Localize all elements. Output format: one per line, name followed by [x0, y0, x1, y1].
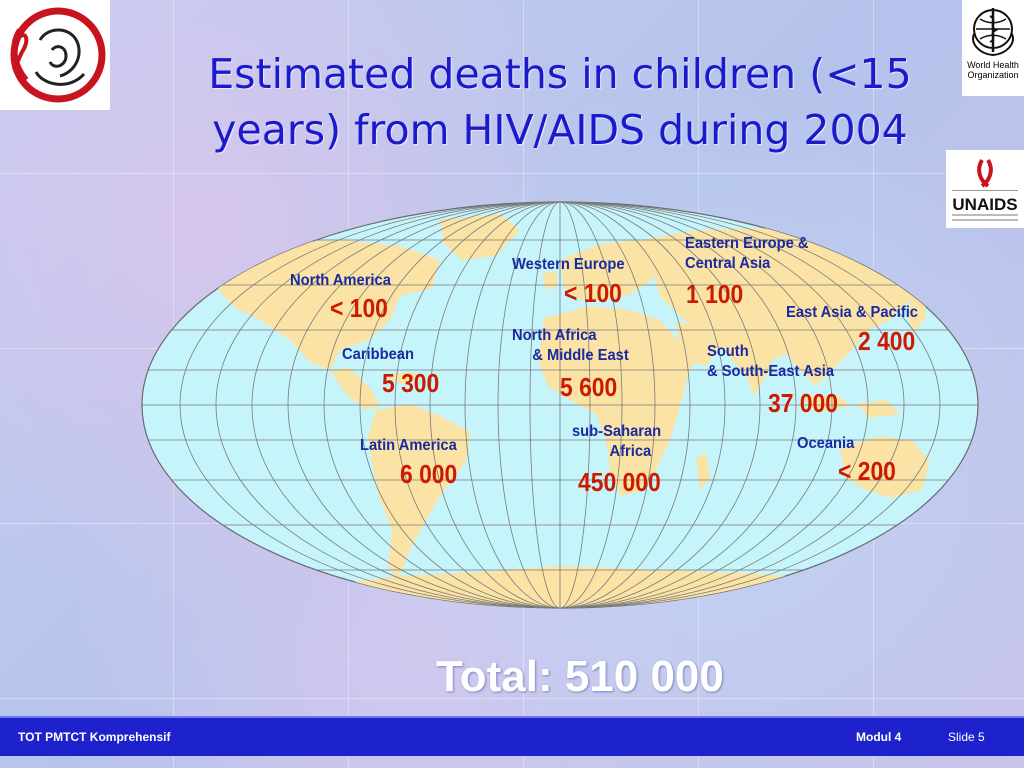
label-south-south-east-asia: South & South-East Asia	[707, 342, 834, 382]
label-oceania: Oceania	[797, 434, 854, 454]
pmtct-logo	[0, 0, 110, 110]
value-latin-america: 6 000	[400, 459, 457, 489]
label-sub-saharan-africa: sub-Saharan Africa	[572, 422, 661, 462]
slide-title: Estimated deaths in children (<15 years)…	[140, 46, 980, 158]
footer-module: Modul 4	[856, 730, 901, 744]
footer-slide-number: Slide 5	[948, 730, 985, 744]
total-label: Total: 510 000	[380, 652, 780, 702]
title-line-2: years) from HIV/AIDS during 2004	[212, 106, 908, 154]
label-north-america: North America	[290, 271, 391, 291]
value-north-america: < 100	[330, 293, 388, 323]
footer-course-name: TOT PMTCT Komprehensif	[18, 730, 170, 744]
value-oceania: < 200	[838, 456, 896, 486]
footer-bar: TOT PMTCT Komprehensif Modul 4 Slide 5	[0, 716, 1024, 756]
label-caribbean: Caribbean	[342, 345, 414, 365]
title-line-1: Estimated deaths in children (<15	[208, 50, 911, 98]
label-east-asia-pacific: East Asia & Pacific	[786, 303, 918, 323]
value-sub-saharan-africa: 450 000	[578, 467, 661, 497]
value-eastern-europe-central-asia: 1 100	[686, 279, 743, 309]
value-south-south-east-asia: 37 000	[768, 388, 838, 418]
value-western-europe: < 100	[564, 278, 622, 308]
label-north-africa-middle-east: North Africa & Middle East	[512, 326, 629, 366]
label-western-europe: Western Europe	[512, 255, 625, 275]
value-east-asia-pacific: 2 400	[858, 326, 915, 356]
label-latin-america: Latin America	[360, 436, 457, 456]
value-north-africa-middle-east: 5 600	[560, 372, 617, 402]
value-caribbean: 5 300	[382, 368, 439, 398]
label-eastern-europe-central-asia: Eastern Europe & Central Asia	[685, 234, 809, 274]
